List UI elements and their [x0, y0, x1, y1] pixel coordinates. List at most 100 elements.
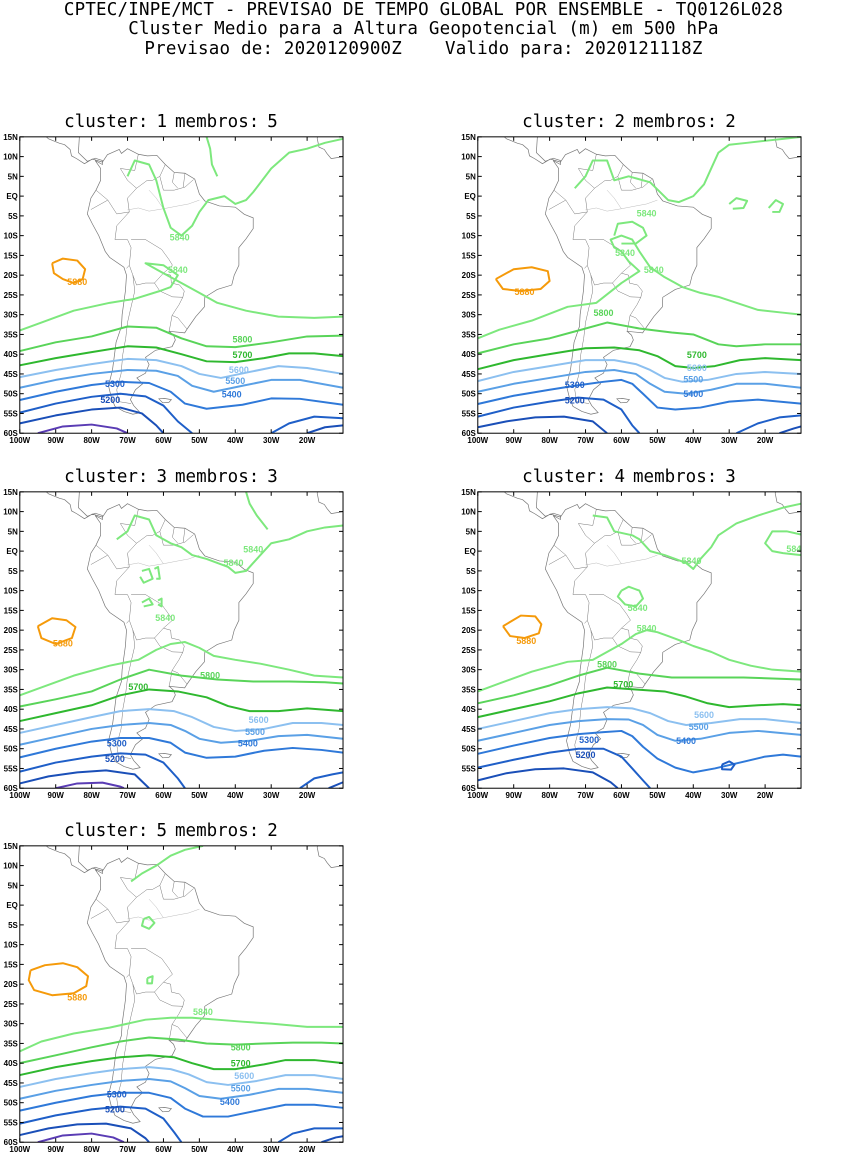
lat-tick-label: 5N	[466, 527, 476, 536]
contour-label-5800: 5800	[200, 670, 220, 680]
contour-label-5600: 5600	[229, 365, 249, 375]
lat-tick-label: 50S	[4, 1099, 18, 1108]
map-frame	[477, 491, 802, 789]
lon-tick-label: 70W	[119, 436, 136, 445]
lon-tick-label: 100W	[9, 791, 30, 800]
geopotential-map: 5880 5840 5840 5840 5800 5700 5600 5500 5400 5300…	[3, 488, 344, 800]
contour-label-5500: 5500	[231, 1084, 251, 1094]
contour-5840	[19, 1016, 344, 1053]
map-frame	[19, 845, 344, 1143]
lat-tick-label: 5S	[8, 212, 18, 221]
panel-title: cluster: 5 membros: 2	[20, 821, 322, 841]
contour-label-5880: 5880	[53, 639, 73, 649]
header-line-3: Previsao de: 2020120900Z Valido para: 20…	[144, 39, 703, 59]
lon-tick-label: 80W	[83, 791, 100, 800]
lon-tick-label: 30W	[263, 791, 280, 800]
contour-5300	[721, 760, 736, 771]
panel-title: cluster: 4 membros: 3	[478, 467, 780, 487]
lon-tick-label: 50W	[191, 1145, 208, 1154]
contour-5880	[27, 962, 90, 997]
lon-tick-label: 60W	[155, 791, 172, 800]
lon-tick-label: 70W	[119, 1145, 136, 1154]
lat-tick-label: 20S	[4, 626, 18, 635]
contour-label-5700: 5700	[687, 350, 707, 360]
lon-tick-label: 80W	[83, 1145, 100, 1154]
contour-5200	[779, 425, 802, 434]
contour-5500	[19, 368, 344, 393]
lat-tick-label: 10N	[461, 508, 476, 517]
contour-label-5400: 5400	[238, 739, 258, 749]
lon-tick-label: 40W	[227, 1145, 244, 1154]
lat-tick-label: 15N	[3, 133, 18, 142]
cluster-panel-3: cluster: 3 membros: 3 5880 5840 5840 5840 5800 57…	[0, 467, 344, 812]
lat-tick-label: 40S	[4, 705, 18, 714]
contour-label-5200: 5200	[565, 396, 585, 406]
coastlines	[45, 136, 344, 415]
contour-label-5800: 5800	[597, 660, 617, 670]
contour-5840	[592, 502, 802, 570]
contour-label-5700: 5700	[128, 682, 148, 692]
contour-5400	[19, 737, 344, 759]
panel-title: cluster: 1 membros: 5	[20, 112, 322, 132]
contour-label-5400: 5400	[683, 389, 703, 399]
contour-5700	[19, 688, 344, 723]
contour-label-5200: 5200	[105, 1105, 125, 1115]
contour-5840	[613, 220, 648, 245]
contour-5300	[270, 415, 344, 434]
lon-tick-label: 30W	[263, 1145, 280, 1154]
cluster-number: 4	[614, 467, 625, 487]
contour-5500	[477, 718, 802, 742]
contour-5880	[51, 257, 87, 285]
lon-tick-label: 90W	[48, 1145, 65, 1154]
members-label: membros:	[175, 112, 260, 132]
contour-5200	[328, 781, 344, 789]
coastlines	[503, 136, 802, 415]
lat-tick-label: 15S	[4, 960, 18, 969]
lat-tick-label: 10S	[4, 587, 18, 596]
contour-5840	[205, 136, 219, 177]
contour-5880	[502, 614, 543, 640]
contour-5100	[37, 1132, 125, 1143]
contour-5200	[477, 415, 608, 434]
contour-label-5500: 5500	[245, 727, 265, 737]
lat-tick-label: 30S	[4, 311, 18, 320]
contour-5840	[19, 641, 344, 697]
contour-5300	[299, 771, 344, 789]
lat-tick-label: 15N	[461, 488, 476, 497]
lon-tick-label: 40W	[685, 791, 702, 800]
lon-tick-label: 50W	[191, 436, 208, 445]
lat-tick-label: 40S	[462, 350, 476, 359]
lat-tick-label: 20S	[4, 271, 18, 280]
geopotential-map: 5880 5840 5840 5840 584 5800 5700 5600 5500 5400 5…	[461, 488, 802, 800]
contour-5400	[477, 378, 802, 411]
contour-label-5880: 5880	[67, 277, 87, 287]
lon-tick-label: 100W	[467, 791, 488, 800]
lat-tick-label: 45S	[462, 370, 476, 379]
contour-label-5300: 5300	[107, 738, 127, 748]
cluster-label: cluster:	[64, 467, 149, 487]
contour-5800	[19, 668, 344, 708]
lat-tick-label: 45S	[4, 725, 18, 734]
contour-5200	[306, 424, 344, 434]
lat-tick-label: 45S	[4, 370, 18, 379]
contour-5100	[37, 423, 128, 434]
lon-tick-label: 50W	[191, 791, 208, 800]
members-label: membros:	[175, 821, 260, 841]
members-label: membros:	[633, 112, 718, 132]
contour-5200	[477, 767, 619, 789]
members-label: membros:	[175, 467, 260, 487]
lon-tick-label: 90W	[506, 436, 523, 445]
contour-5300	[19, 392, 193, 434]
contour-label-5800: 5800	[594, 308, 614, 318]
contour-5200	[19, 769, 150, 789]
contour-5840	[19, 262, 344, 332]
contour-5700	[19, 345, 344, 367]
contour-label-5840: 5840	[170, 232, 190, 242]
lat-tick-label: 55S	[4, 1118, 18, 1127]
lon-tick-label: 60W	[155, 436, 172, 445]
contour-5400	[19, 1091, 344, 1118]
lat-tick-label: 55S	[462, 764, 476, 773]
contour-label-5800: 5800	[233, 334, 253, 344]
cluster-label: cluster:	[522, 467, 607, 487]
lon-tick-label: 60W	[613, 791, 630, 800]
